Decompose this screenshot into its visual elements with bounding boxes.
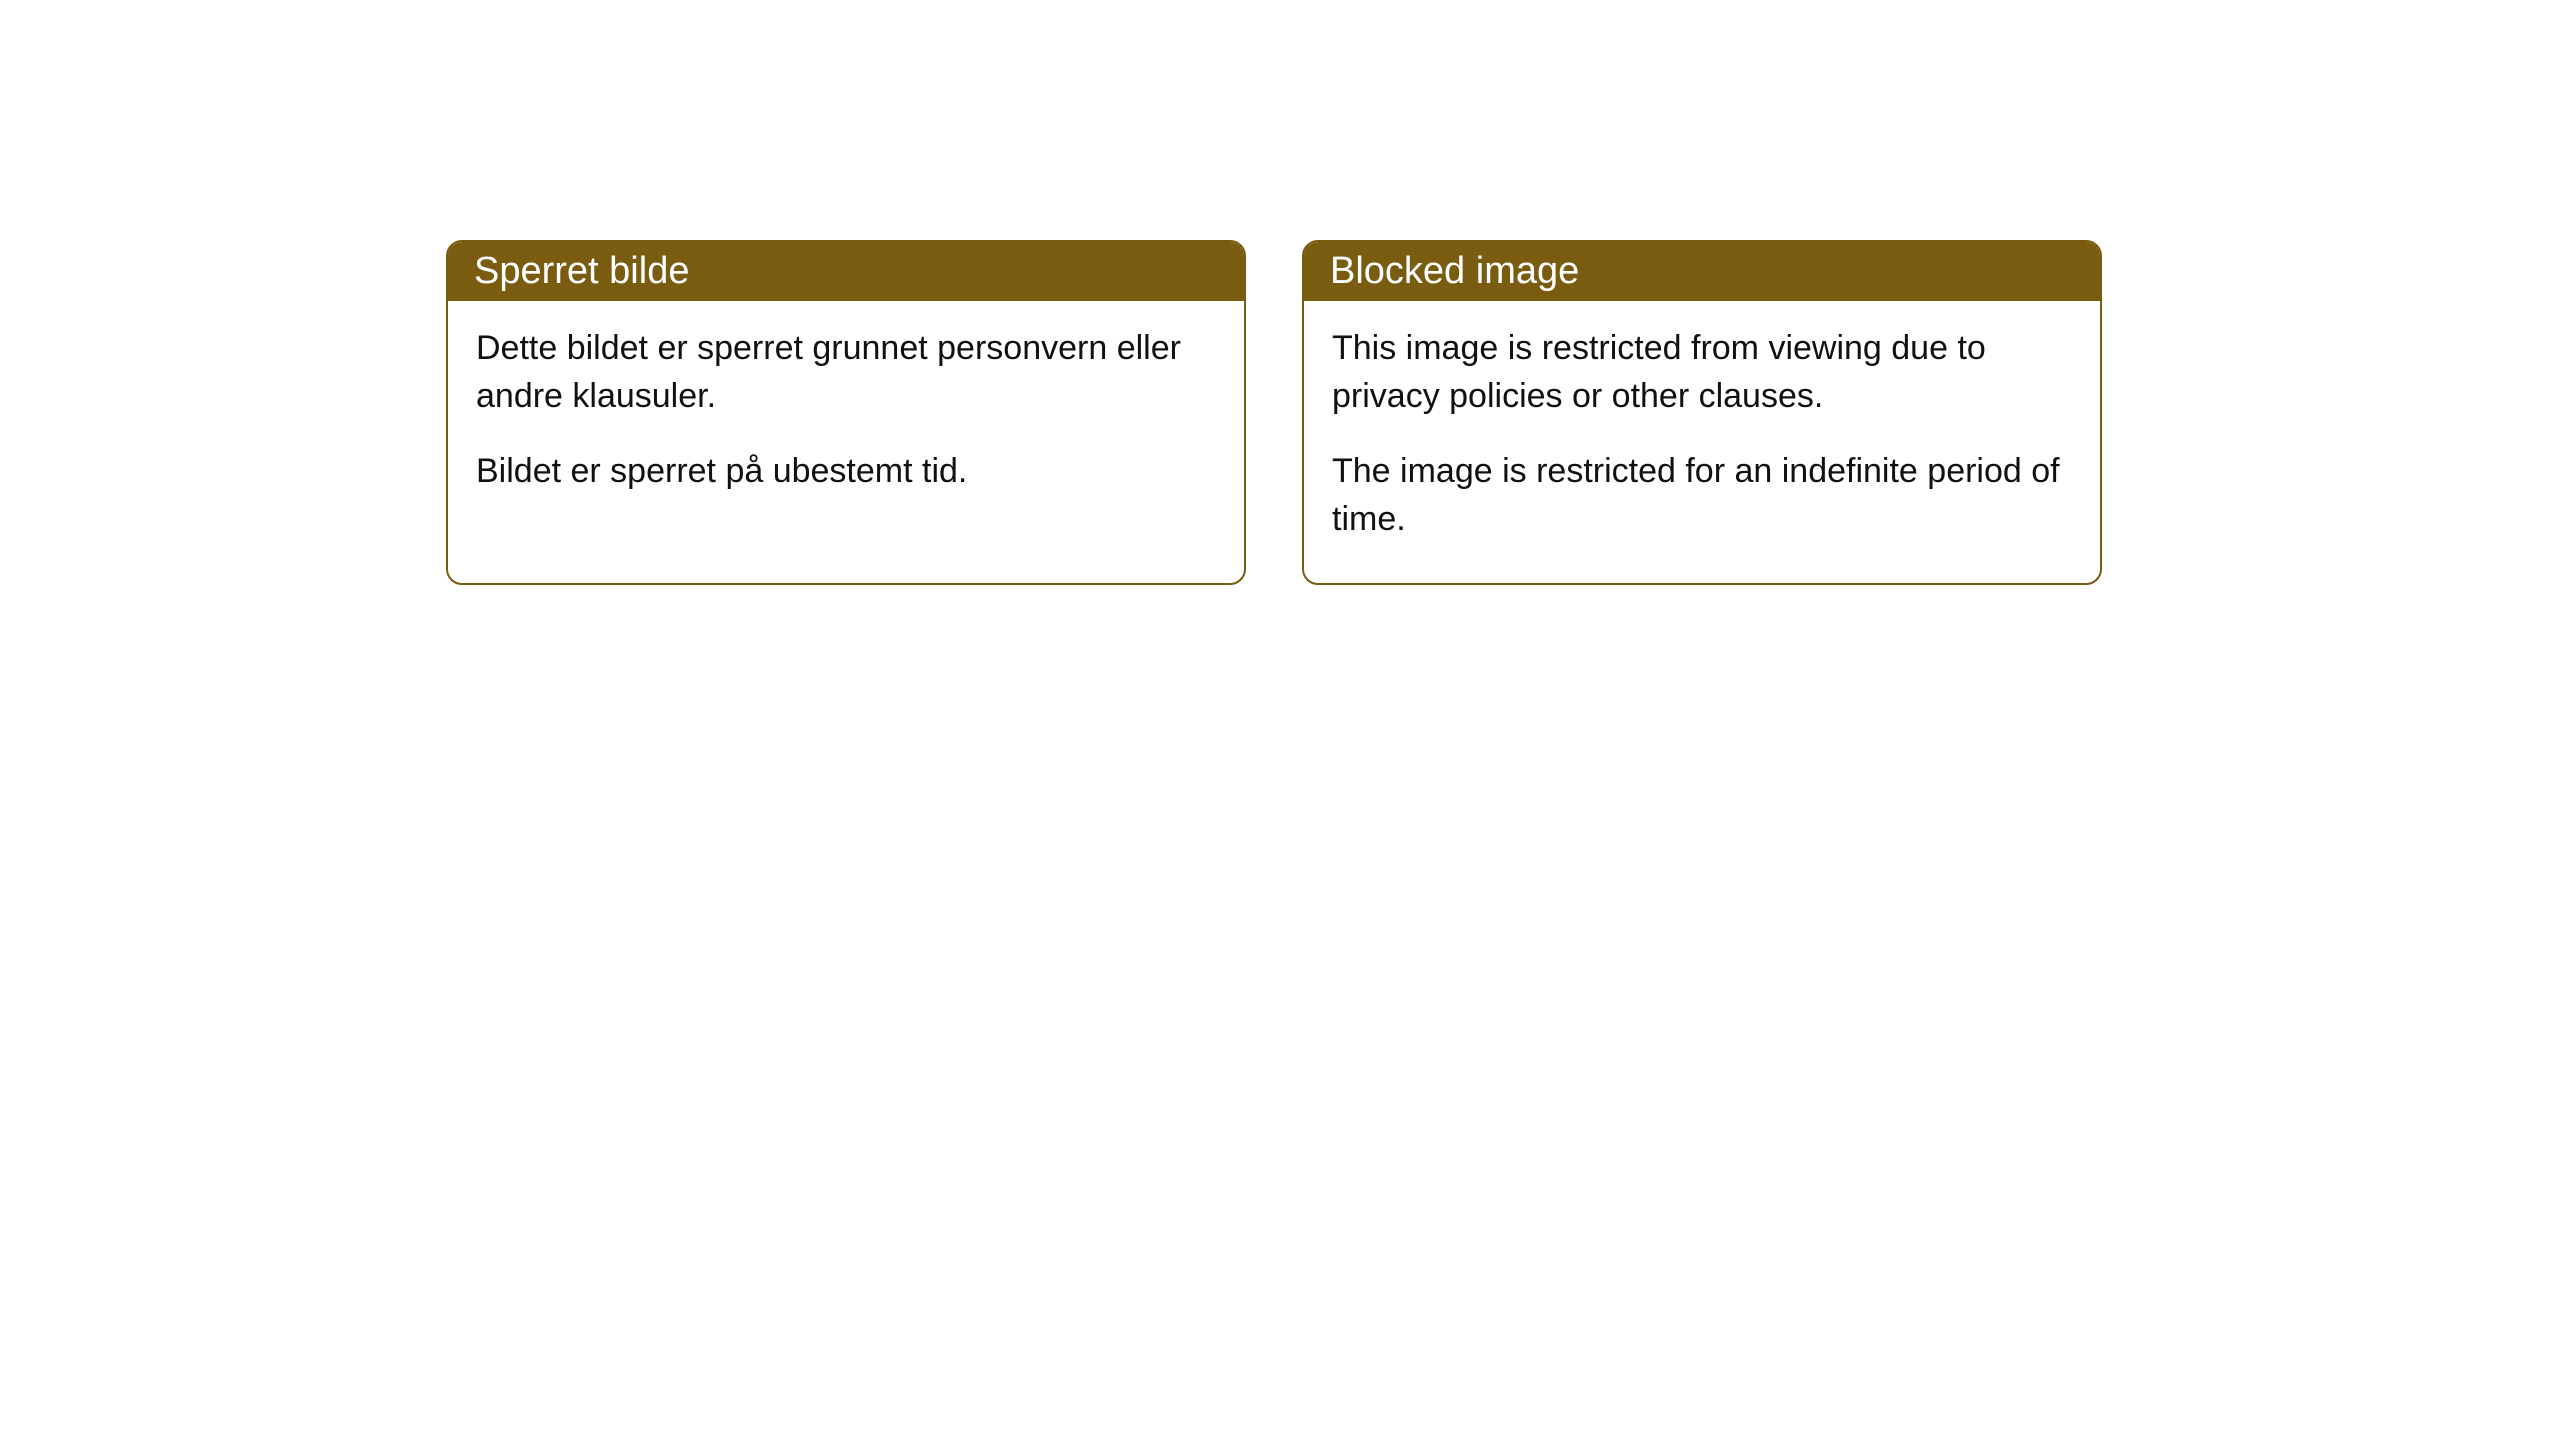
notice-header: Sperret bilde [448, 242, 1244, 301]
notice-card-english: Blocked image This image is restricted f… [1302, 240, 2102, 585]
notice-paragraph: The image is restricted for an indefinit… [1332, 448, 2072, 543]
notice-body: Dette bildet er sperret grunnet personve… [448, 301, 1244, 536]
notice-paragraph: Dette bildet er sperret grunnet personve… [476, 325, 1216, 420]
notice-title: Blocked image [1330, 250, 1579, 292]
notice-paragraph: Bildet er sperret på ubestemt tid. [476, 448, 1216, 496]
notice-container: Sperret bilde Dette bildet er sperret gr… [446, 240, 2102, 585]
notice-body: This image is restricted from viewing du… [1304, 301, 2100, 583]
notice-header: Blocked image [1304, 242, 2100, 301]
notice-paragraph: This image is restricted from viewing du… [1332, 325, 2072, 420]
notice-card-norwegian: Sperret bilde Dette bildet er sperret gr… [446, 240, 1246, 585]
notice-title: Sperret bilde [474, 250, 689, 292]
